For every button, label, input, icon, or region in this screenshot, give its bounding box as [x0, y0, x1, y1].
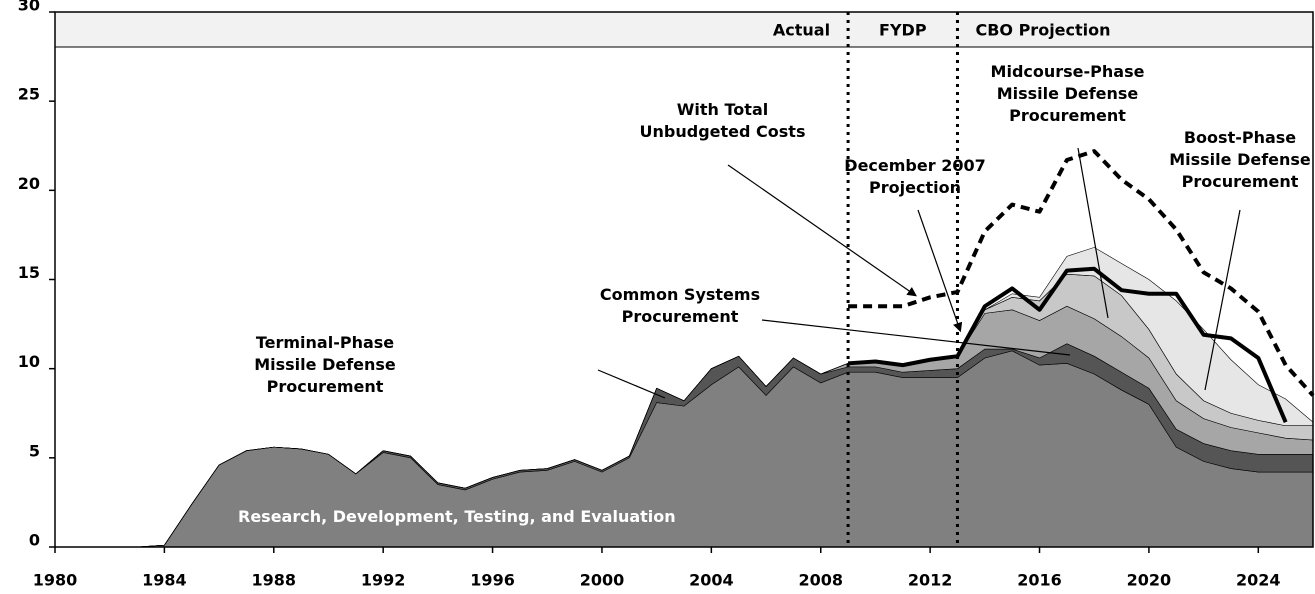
dashed-line — [848, 149, 1315, 397]
y-tick-label: 10 — [18, 352, 40, 371]
header-band — [54, 11, 1314, 48]
x-tick-label: 2016 — [1017, 571, 1062, 590]
leader-line — [1204, 209, 1241, 391]
leader-line — [1077, 147, 1109, 319]
line — [847, 266, 1288, 423]
leader-line — [727, 164, 917, 297]
y-tick-label: 25 — [18, 85, 40, 104]
x-tick-label: 2000 — [580, 571, 625, 590]
area-label: Boost-Phase Missile Defense Procurement — [1169, 128, 1311, 191]
line-label: With Total Unbudgeted Costs — [639, 100, 806, 141]
x-tick-label: 1988 — [252, 571, 297, 590]
x-tick-label: 2008 — [798, 571, 843, 590]
x-tick-label: 1992 — [361, 571, 406, 590]
x-tick-label: 2024 — [1236, 571, 1281, 590]
y-tick-label: 5 — [29, 441, 40, 460]
x-tick-label: 2012 — [908, 571, 953, 590]
y-tick-label: 0 — [29, 531, 40, 550]
line-label: December 2007 Projection — [844, 156, 986, 197]
area-label: Midcourse-Phase Missile Defense Procurem… — [990, 62, 1145, 125]
y-tick-label: 20 — [18, 174, 40, 193]
period-label: Actual — [773, 21, 830, 40]
x-tick-label: 1984 — [142, 571, 187, 590]
area-label: Terminal-Phase Missile Defense Procureme… — [254, 333, 396, 396]
leader-line — [761, 319, 1071, 356]
x-tick-label: 1980 — [33, 571, 78, 590]
area-label: Common Systems Procurement — [599, 285, 761, 326]
leader-line — [597, 369, 666, 399]
x-tick-label: 2004 — [689, 571, 734, 590]
x-tick-label: 1996 — [470, 571, 515, 590]
period-label: CBO Projection — [975, 21, 1110, 40]
area-label: Research, Development, Testing, and Eval… — [238, 507, 676, 526]
x-tick-label: 2020 — [1127, 571, 1172, 590]
leader-line — [917, 209, 963, 333]
y-tick-label: 15 — [18, 263, 40, 282]
y-tick-label: 30 — [18, 0, 40, 15]
period-label: FYDP — [879, 21, 927, 40]
